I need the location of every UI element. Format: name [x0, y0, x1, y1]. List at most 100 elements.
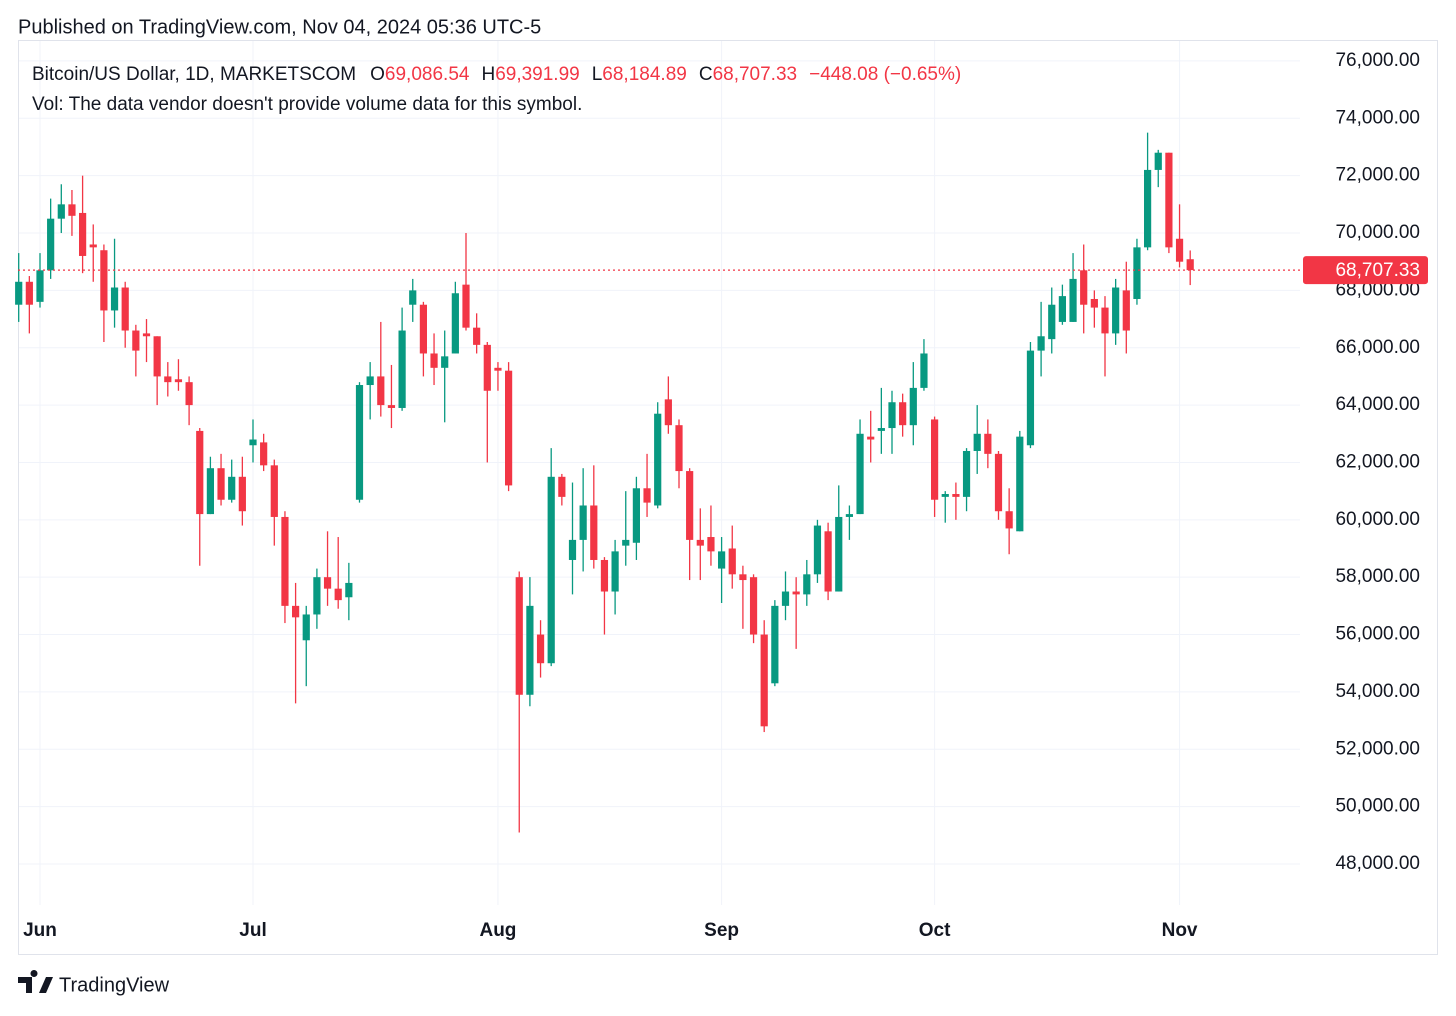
candle-body — [409, 290, 417, 305]
candle-body — [377, 376, 385, 406]
candle-body — [121, 287, 129, 331]
candle-body — [877, 428, 885, 431]
candle-body — [835, 516, 843, 592]
candle-body — [473, 327, 481, 345]
candle-body — [164, 376, 172, 383]
candle-body — [249, 439, 257, 446]
candle-body — [57, 204, 65, 219]
candle-body — [675, 425, 683, 472]
candle-body — [749, 577, 758, 635]
candle-body — [622, 539, 630, 546]
axes: 76,000.00 74,000.00 72,000.00 70,000.00 68,0… — [23, 50, 1428, 941]
last-price-tag — [1303, 256, 1428, 285]
candle-body — [334, 588, 342, 601]
legend-change: −448.08 (−0.65%) — [809, 64, 961, 85]
x-tick-label: Jun — [23, 920, 57, 941]
candle-body — [579, 505, 587, 540]
candle-body — [664, 399, 672, 426]
candle-body — [931, 419, 939, 500]
candle-body — [505, 370, 513, 486]
y-tick-label: 54,000.00 — [1335, 681, 1420, 702]
candle-body — [568, 539, 577, 560]
candle-body — [696, 539, 704, 546]
candle-body — [867, 436, 875, 440]
candle-body — [728, 548, 736, 575]
y-tick-label: 56,000.00 — [1335, 624, 1420, 645]
frame — [18, 40, 1438, 955]
candle-body — [15, 281, 23, 305]
candle-body — [100, 250, 108, 311]
candle-body — [984, 433, 992, 454]
candle-body — [1005, 511, 1013, 529]
candle-body — [142, 333, 151, 337]
candle-body — [994, 453, 1003, 512]
candle-body — [47, 218, 55, 271]
candle-body — [387, 405, 396, 408]
candle-body — [643, 488, 651, 503]
candle-body — [813, 525, 822, 575]
candle-body — [1090, 298, 1098, 308]
x-tick-label: Sep — [704, 920, 739, 941]
x-tick-label: Nov — [1162, 920, 1198, 941]
legend: Bitcoin/US Dollar, 1D, MARKETSCOM O69,086… — [32, 64, 961, 85]
candle-body — [600, 559, 609, 592]
candle-body — [355, 385, 364, 500]
candle-body — [1016, 436, 1024, 532]
candle-body — [132, 330, 140, 351]
candle-body — [558, 476, 566, 497]
brand-logo: TradingView — [18, 970, 170, 996]
legend-key: C — [699, 64, 713, 85]
candle-body — [430, 353, 438, 368]
candle-body — [973, 433, 981, 451]
x-tick-label: Jul — [239, 920, 266, 941]
candle-body — [718, 551, 726, 569]
candle-body — [845, 514, 853, 517]
candle-body — [824, 531, 832, 592]
candle-body — [771, 605, 779, 684]
candle-body — [494, 367, 502, 371]
candle-body — [686, 471, 694, 540]
last-price-label: 68,707.33 — [1335, 260, 1420, 281]
y-tick-label: 64,000.00 — [1335, 394, 1420, 415]
candle-body — [79, 212, 87, 256]
candle-body — [781, 591, 790, 606]
candle-body — [1175, 238, 1184, 262]
y-tick-label: 52,000.00 — [1335, 738, 1420, 759]
legend-value: 69,391.99 — [495, 64, 580, 85]
candle-body — [441, 356, 449, 368]
candle-body — [1037, 336, 1045, 351]
candles — [15, 132, 1300, 833]
candle-body — [611, 551, 619, 592]
legend-key: L — [592, 64, 603, 85]
candle-body — [803, 574, 811, 595]
candle-body — [1026, 350, 1035, 446]
y-tick-label: 62,000.00 — [1335, 451, 1420, 472]
candle-body — [238, 476, 246, 512]
candle-body — [302, 614, 310, 641]
candle-body — [941, 494, 949, 497]
candle-body — [1069, 278, 1077, 322]
candle-body — [366, 376, 374, 386]
candle-body — [206, 468, 214, 515]
candle-body — [419, 304, 427, 354]
candle-body — [952, 494, 960, 497]
y-tick-label: 66,000.00 — [1335, 337, 1420, 358]
candle-body — [760, 634, 768, 727]
candle-body — [185, 382, 193, 406]
candle-body — [398, 330, 406, 408]
candle-body — [962, 450, 971, 497]
candle-body — [89, 244, 97, 248]
candle-body — [110, 287, 119, 311]
published-note: Published on TradingView.com, Nov 04, 20… — [18, 16, 541, 38]
candle-body — [196, 430, 204, 515]
candle-body — [515, 577, 523, 695]
candle-body — [1144, 169, 1152, 248]
candle-body — [1101, 307, 1109, 334]
candle-body — [1165, 152, 1173, 248]
candle-body — [899, 402, 907, 426]
candle-body — [888, 402, 896, 429]
y-tick-label: 60,000.00 — [1335, 509, 1420, 530]
y-tick-label: 68,000.00 — [1335, 279, 1420, 300]
candle-body — [451, 293, 459, 354]
y-tick-label: 50,000.00 — [1335, 796, 1420, 817]
